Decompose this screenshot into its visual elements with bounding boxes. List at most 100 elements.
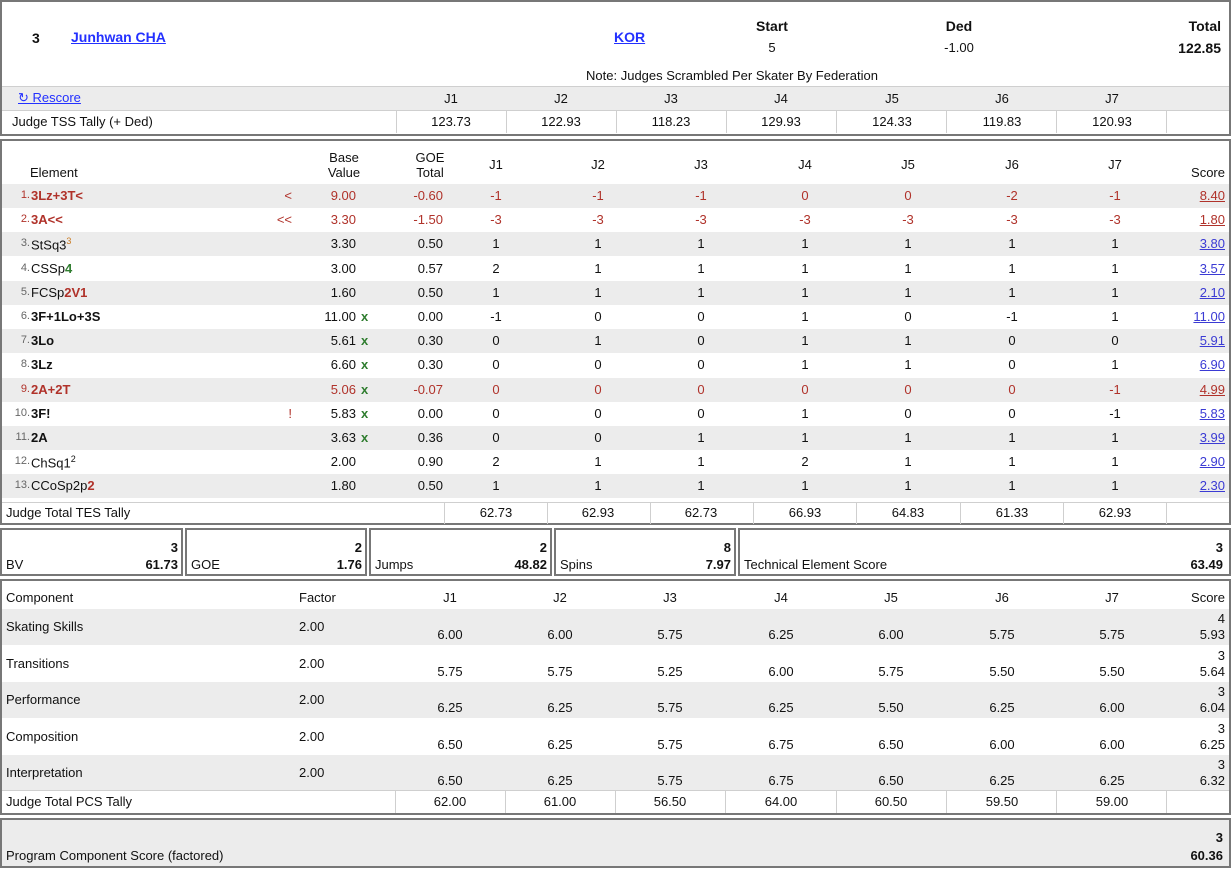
goe-total: 0.00 (417, 406, 443, 421)
skater-header-panel: 3 Junhwan CHA KOR Start 5 Ded -1.00 Tota… (0, 0, 1231, 136)
pcs-tally-row (2, 790, 1229, 813)
component-score: 5.64 (1199, 664, 1225, 679)
pcs-judge-header-2: J2 (553, 590, 567, 605)
pcs-value-6: 59.50 (985, 794, 1019, 809)
judge-goe-6: -1 (1006, 309, 1018, 324)
component-row (2, 755, 1229, 791)
judge-goe-4: 2 (801, 454, 809, 469)
judge-goe-2: 1 (594, 478, 602, 493)
judge-goe-7: 1 (1111, 478, 1119, 493)
element-col-header: Element (30, 165, 78, 180)
goe-total: 0.30 (417, 333, 443, 348)
judge-goe-5: -3 (902, 212, 914, 227)
component-judge-score-3: 5.25 (657, 664, 683, 679)
element-score-link[interactable]: 3.57 (1199, 261, 1225, 276)
component-factor: 2.00 (299, 692, 325, 707)
element-code: CSSp (31, 261, 65, 276)
judge-goe-1: -1 (490, 309, 502, 324)
tss-value-1: 123.73 (431, 114, 471, 129)
ded-value: -1.00 (944, 40, 974, 55)
judge-goe-1: 0 (492, 406, 500, 421)
element-score-link[interactable]: 2.30 (1199, 478, 1225, 493)
pcs-judge-header-7: J7 (1105, 590, 1119, 605)
tss-judge-header-3: J3 (664, 91, 678, 106)
judge-goe-6: 1 (1008, 478, 1016, 493)
element-score-link[interactable]: 3.80 (1199, 236, 1225, 251)
element-name: 3Lz (31, 357, 53, 372)
spins-value: 7.97 (705, 557, 731, 572)
spins-rank: 8 (723, 540, 731, 555)
element-flag: << (276, 212, 292, 227)
element-code: 3A<< (31, 212, 63, 227)
element-name: StSq33 (31, 236, 71, 252)
bonus-x-marker: x (361, 382, 369, 397)
pcs-judge-header-1: J1 (443, 590, 457, 605)
component-judge-score-6: 5.75 (989, 627, 1015, 642)
element-score-link[interactable]: 11.00 (1193, 309, 1225, 324)
jumps-rank: 2 (539, 540, 547, 555)
base-value-col-header: Base Value (327, 150, 361, 180)
component-judge-score-5: 5.75 (878, 664, 904, 679)
tes-tally-row (2, 502, 1229, 524)
judge-goe-1: 0 (492, 333, 500, 348)
judge-goe-7: 1 (1111, 285, 1119, 300)
element-number: 3. (20, 237, 30, 249)
element-number: 13. (14, 479, 30, 491)
judge-goe-7: 1 (1111, 236, 1119, 251)
element-score-link[interactable]: 8.40 (1199, 188, 1225, 203)
judge-goe-5: 1 (904, 430, 912, 445)
judge-goe-1: 0 (492, 357, 500, 372)
el-judge-header-4: J4 (798, 157, 812, 172)
element-number: 5. (20, 286, 30, 298)
goe-total: 0.50 (417, 285, 443, 300)
base-value: 3.30 (330, 212, 356, 227)
component-rank: 3 (1217, 757, 1225, 772)
base-value: 11.00 (324, 309, 356, 324)
element-score-link[interactable]: 5.83 (1199, 406, 1225, 421)
skater-name-link[interactable]: Junhwan CHA (71, 29, 166, 45)
component-judge-score-6: 6.25 (989, 773, 1015, 788)
pcs-value-1: 62.00 (433, 794, 467, 809)
element-number: 11. (15, 431, 30, 443)
judge-goe-5: 0 (904, 309, 912, 324)
component-judge-score-6: 6.25 (989, 700, 1015, 715)
pcs-total-value: 60.36 (1190, 848, 1223, 863)
tss-judge-header-5: J5 (885, 91, 899, 106)
component-judge-score-2: 6.25 (547, 773, 573, 788)
component-judge-score-7: 5.50 (1099, 664, 1125, 679)
judge-goe-2: 1 (594, 454, 602, 469)
component-judge-score-5: 6.50 (878, 773, 904, 788)
rescore-link[interactable]: ↻ Rescore (18, 90, 81, 105)
component-judge-score-1: 6.50 (437, 773, 463, 788)
element-code: 3F+1Lo+3S (31, 309, 101, 324)
element-score-link[interactable]: 3.99 (1199, 430, 1225, 445)
element-score-link[interactable]: 1.80 (1199, 212, 1225, 227)
component-score: 6.25 (1199, 737, 1225, 752)
element-code: CCoSp2p (31, 478, 88, 493)
component-judge-score-7: 5.75 (1099, 627, 1125, 642)
element-score-link[interactable]: 5.91 (1199, 333, 1225, 348)
judge-goe-3: 1 (697, 236, 705, 251)
tss-value-2: 122.93 (541, 114, 581, 129)
element-score-link[interactable]: 2.10 (1199, 285, 1225, 300)
element-name: 2A (31, 430, 48, 445)
goe-total: -0.07 (413, 382, 443, 397)
judge-goe-4: 1 (801, 285, 809, 300)
judge-goe-2: 1 (594, 236, 602, 251)
element-number: 2. (20, 213, 30, 225)
component-judge-score-3: 5.75 (657, 773, 683, 788)
goe-label: GOE (191, 557, 220, 572)
factor-col-header: Factor (299, 590, 336, 605)
judge-goe-2: 0 (594, 430, 602, 445)
nation-link[interactable]: KOR (614, 29, 646, 45)
element-score-link[interactable]: 6.90 (1199, 357, 1225, 372)
base-value: 3.30 (330, 236, 356, 251)
element-score-link[interactable]: 4.99 (1199, 382, 1225, 397)
judge-goe-2: 1 (594, 285, 602, 300)
judge-goe-4: 1 (801, 406, 809, 421)
element-score-link[interactable]: 2.90 (1199, 454, 1225, 469)
judge-goe-3: 0 (697, 382, 705, 397)
tss-label: Judge TSS Tally (+ Ded) (12, 114, 153, 129)
element-name: CSSp4 (31, 261, 72, 276)
el-judge-header-5: J5 (901, 157, 915, 172)
